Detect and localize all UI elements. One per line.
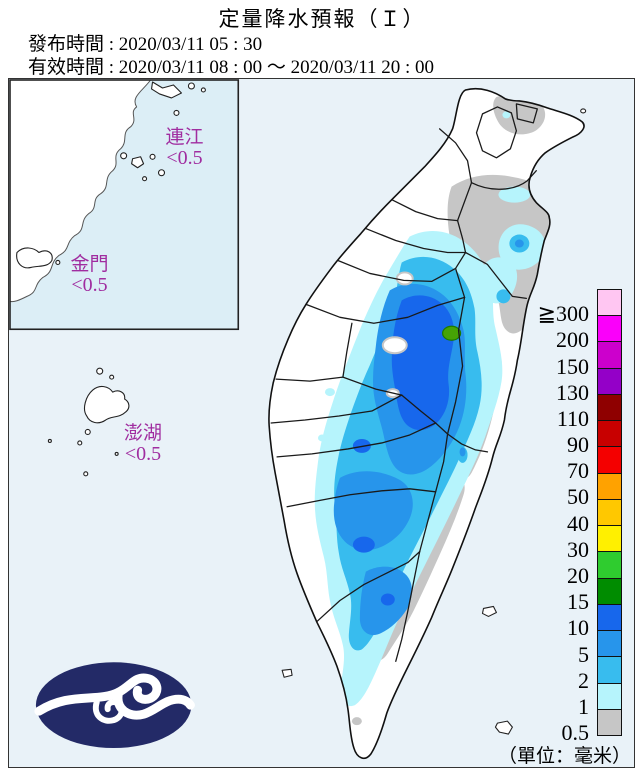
wave-icon bbox=[34, 673, 195, 724]
legend-tick-label: 150 bbox=[556, 353, 589, 379]
penghu-islands bbox=[47, 367, 130, 477]
valid-time-line: 有效時間 : 2020/03/11 08 : 00 ～ 2020/03/11 2… bbox=[28, 57, 435, 78]
inset-matsu-islands bbox=[120, 81, 206, 182]
legend-cell bbox=[598, 473, 621, 500]
legend-tick-label: ≧300 bbox=[537, 301, 589, 327]
region-label-kinmen: 金門 <0.5 bbox=[47, 254, 132, 296]
region-value: <0.5 bbox=[71, 274, 108, 296]
liuqiu-island bbox=[281, 668, 293, 678]
inset-border bbox=[9, 79, 240, 331]
keelung-islet bbox=[580, 108, 587, 114]
issued-time-line: 發布時間 : 2020/03/11 05 : 30 bbox=[28, 34, 263, 55]
legend-cell bbox=[598, 604, 621, 632]
taiwan-coastline bbox=[268, 87, 585, 760]
region-name: 連江 bbox=[165, 127, 204, 148]
legend-cell bbox=[598, 526, 621, 553]
region-label-lienchiang: 連江 <0.5 bbox=[142, 127, 227, 169]
legend-tick-label: 0.5 bbox=[561, 720, 590, 746]
legend-tick-label: 130 bbox=[556, 379, 589, 405]
legend-cell bbox=[598, 368, 621, 395]
map-canvas bbox=[9, 79, 634, 767]
legend-cell bbox=[598, 683, 621, 710]
legend-tick-label: 90 bbox=[567, 432, 589, 458]
legend-tick-label: 110 bbox=[556, 405, 589, 431]
legend-cell bbox=[598, 447, 621, 474]
cwb-logo bbox=[34, 662, 195, 749]
region-name: 金門 bbox=[70, 254, 109, 275]
legend-tick-label: 200 bbox=[556, 327, 589, 353]
inset-coastline bbox=[9, 79, 151, 303]
forecast-map: 連江 <0.5 金門 <0.5 澎湖 <0.5 ≧300 200 150 130 110… bbox=[8, 78, 635, 768]
legend-cell bbox=[598, 552, 621, 579]
region-name: 澎湖 bbox=[123, 423, 162, 444]
legend-tick-label: 15 bbox=[567, 589, 589, 615]
legend-cell bbox=[598, 709, 621, 735]
page-title: 定量降水預報（Ｉ） bbox=[218, 7, 426, 31]
legend-cell bbox=[598, 499, 621, 527]
legend-tick-label: 5 bbox=[578, 641, 589, 667]
legend-unit-label: （單位：毫米） bbox=[497, 746, 631, 767]
legend-cell bbox=[598, 631, 621, 658]
legend-tick-label: 10 bbox=[567, 615, 589, 641]
legend-tick-label: 20 bbox=[567, 562, 589, 588]
legend-tick-label: 50 bbox=[567, 484, 589, 510]
max-rain-spot bbox=[442, 325, 462, 341]
legend-cell bbox=[598, 342, 621, 369]
legend-cell bbox=[598, 657, 621, 684]
legend-cell bbox=[598, 316, 621, 343]
inset-map bbox=[9, 79, 240, 331]
orchid-island bbox=[494, 720, 513, 735]
precipitation-layer bbox=[314, 95, 563, 726]
inset-kinmen-island bbox=[16, 247, 61, 269]
legend-bar bbox=[597, 289, 622, 736]
legend-tick-label: 1 bbox=[578, 693, 589, 719]
region-value: <0.5 bbox=[124, 443, 162, 465]
legend-cell bbox=[598, 421, 621, 448]
legend: ≧300 200 150 130 110 90 70 50 40 30 20 15 10 5 2 1 0.5 bbox=[507, 282, 641, 782]
legend-cell bbox=[598, 290, 621, 317]
region-value: <0.5 bbox=[166, 147, 203, 169]
county-borders bbox=[270, 103, 538, 662]
legend-cell bbox=[598, 578, 621, 605]
legend-tick-label: 30 bbox=[567, 536, 589, 562]
legend-tick-label: 40 bbox=[567, 510, 589, 536]
legend-tick-label: 2 bbox=[578, 667, 589, 693]
region-label-penghu: 澎湖 <0.5 bbox=[103, 423, 183, 465]
green-island bbox=[481, 605, 497, 617]
legend-tick-label: 70 bbox=[567, 458, 589, 484]
legend-cell bbox=[598, 394, 621, 422]
china-coast-land bbox=[9, 79, 151, 302]
